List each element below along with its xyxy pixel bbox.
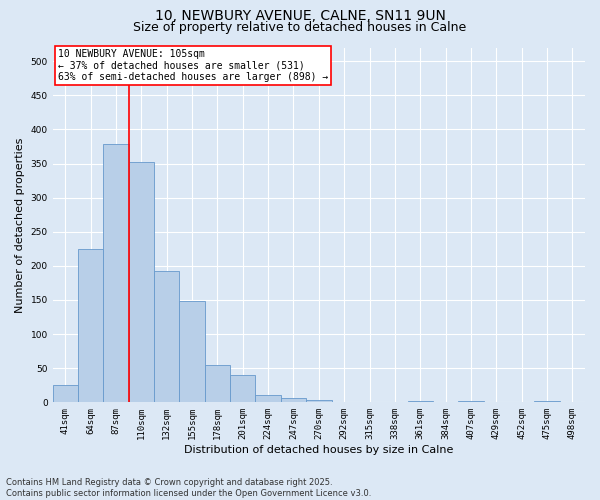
Bar [458, 401, 484, 402]
Bar [407, 401, 433, 402]
Bar [230, 375, 256, 402]
Bar [179, 302, 205, 402]
Bar [205, 365, 230, 403]
Bar [129, 162, 154, 402]
Bar [103, 144, 129, 402]
Bar [256, 395, 281, 402]
Bar [535, 401, 560, 402]
Bar [78, 249, 103, 402]
Bar [53, 386, 78, 402]
Text: 10, NEWBURY AVENUE, CALNE, SN11 9UN: 10, NEWBURY AVENUE, CALNE, SN11 9UN [155, 9, 445, 23]
Text: Contains HM Land Registry data © Crown copyright and database right 2025.
Contai: Contains HM Land Registry data © Crown c… [6, 478, 371, 498]
Text: Size of property relative to detached houses in Calne: Size of property relative to detached ho… [133, 21, 467, 34]
Text: 10 NEWBURY AVENUE: 105sqm
← 37% of detached houses are smaller (531)
63% of semi: 10 NEWBURY AVENUE: 105sqm ← 37% of detac… [58, 50, 328, 82]
Bar [306, 400, 332, 402]
Bar [281, 398, 306, 402]
Y-axis label: Number of detached properties: Number of detached properties [15, 137, 25, 312]
Bar [154, 270, 179, 402]
X-axis label: Distribution of detached houses by size in Calne: Distribution of detached houses by size … [184, 445, 454, 455]
